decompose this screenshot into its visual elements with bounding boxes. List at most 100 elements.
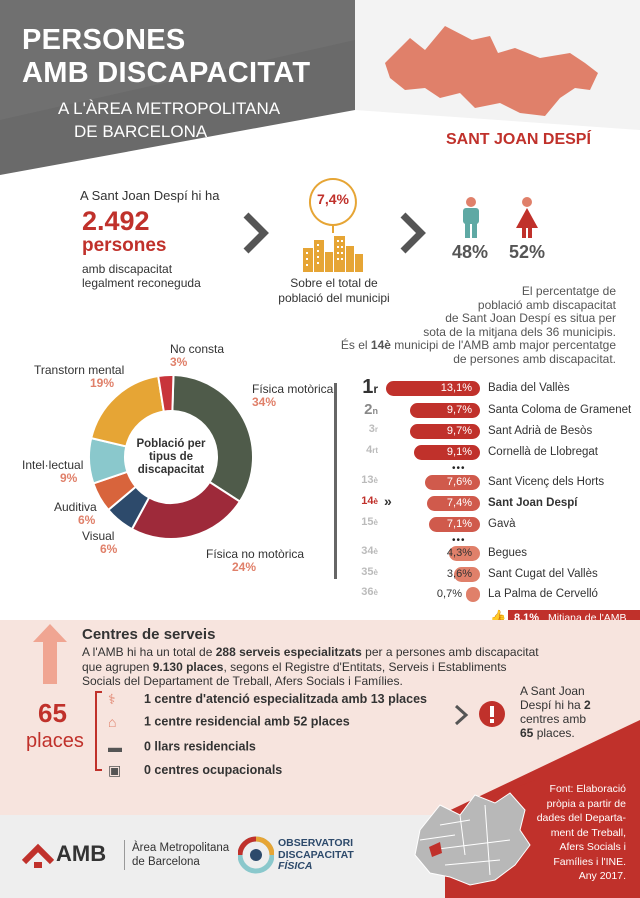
places-label: places [26, 730, 84, 752]
value-fisica-motorica: 34% [252, 395, 277, 409]
service-text-2: llars residencials [150, 739, 256, 754]
city-buildings-icon [303, 236, 363, 272]
rank-num-text-2: 3 [368, 423, 375, 435]
al4b: places. [533, 726, 575, 740]
summary-count-unit: persones [82, 235, 167, 256]
ranking-note-line-1: El percentatge de [521, 284, 616, 298]
rank-bar-4: 7,6% [425, 475, 480, 490]
summary-intro: A Sant Joan Despí hi ha [80, 188, 220, 203]
donut-center-label: Població per tipus de discapacitat [126, 438, 216, 477]
al2a: Despí hi ha [520, 698, 585, 712]
rank-bar-5: 7,4% [426, 496, 480, 511]
service-count-0: 1 [144, 691, 151, 706]
rank-suffix-5: è [373, 497, 378, 506]
rank-num-text-6: 15 [361, 516, 374, 528]
services-p2: que agrupen 9.130 places, segons el Regi… [82, 660, 539, 675]
services-heading: Centres de serveis [82, 626, 216, 643]
rn-pre: És el [340, 338, 371, 352]
rank-suffix-9: è [373, 588, 378, 597]
rank-number-9: 36è [340, 586, 378, 598]
rank-number-6: 15è [340, 516, 378, 528]
divider [334, 383, 337, 579]
rank-bar-9: 0,7% [437, 587, 480, 602]
al2b: 2 [584, 698, 591, 712]
rank-number-8: 35è [340, 566, 378, 578]
amb-name-1: Àrea Metropolitana [132, 842, 230, 854]
label-intellectual: Intel·lectual [22, 458, 84, 472]
rank-value-2: 9,7% [446, 425, 472, 437]
summary-count: 2.492 [82, 206, 150, 236]
rank-value-4: 7,6% [446, 476, 472, 488]
sp1b: 288 serveis especialitzats [215, 645, 362, 659]
rank-value-0: 13,1% [440, 382, 472, 394]
rank-name-4: Sant Vicenç dels Horts [488, 476, 605, 488]
sp2b: 9.130 places [152, 659, 224, 674]
rank-number-4: 13è [340, 474, 378, 486]
male-percent: 48% [452, 242, 489, 262]
source-line-2: dades del Departa- [536, 812, 626, 824]
briefcase-icon: ▣ [108, 762, 122, 778]
male-icon [463, 197, 479, 238]
value-transtorn: 19% [90, 376, 115, 390]
services-paragraph: A l'AMB hi ha un total de 288 serveis es… [82, 645, 539, 689]
source-line-5: Famílies i l'INE. [553, 855, 626, 868]
logo-divider [124, 840, 125, 870]
rank-number-7: 34è [340, 545, 378, 557]
rank-suffix-2: r [374, 425, 378, 434]
highlight-chevron-icon: » [384, 493, 392, 509]
rn-bold: 14è [370, 338, 391, 352]
rank-num-text-0: 1 [362, 376, 374, 398]
source-line-3: ment de Treball, [550, 826, 626, 839]
amb-name-2: de Barcelona [132, 856, 200, 868]
ranking-note-line-3: de Sant Joan Despí es situa per [445, 311, 616, 325]
municipality-name: SANT JOAN DESPÍ [446, 131, 591, 148]
rank-num-text-5: 14 [361, 495, 374, 507]
donut-center-line-1: Població per [136, 438, 206, 450]
value-intellectual: 9% [60, 471, 78, 485]
source-line-6: Any 2017. [578, 870, 626, 882]
rank-value-5: 7,4% [446, 497, 472, 509]
value-no-consta: 3% [170, 355, 188, 369]
chevron-right-icon-3 [454, 704, 469, 726]
female-percent: 52% [509, 242, 546, 262]
value-fisica-no-motorica: 24% [232, 560, 257, 574]
service-count-3: 0 [144, 762, 151, 777]
sp2c: , segons el Registre d'Entitats, Serveis… [223, 659, 507, 674]
ranking-note-line-6: de persones amb discapacitat. [453, 351, 616, 366]
service-count-2: 0 [144, 739, 151, 754]
amb-map [414, 792, 531, 886]
percent-desc-2: població del municipi [278, 291, 390, 305]
rank-number-3: 4rt [340, 444, 378, 456]
rank-name-9: La Palma de Cervelló [488, 588, 598, 600]
alert-line-2: Despí hi ha 2 [520, 698, 591, 712]
rn-post: municipi de l'AMB amb major percentatge [390, 338, 616, 352]
value-visual: 6% [100, 542, 118, 556]
rank-bar-8: 3,6% [447, 567, 480, 582]
rank-value-6: 7,1% [446, 518, 472, 530]
value-auditiva: 6% [78, 513, 96, 527]
observatori-logo-mark [238, 836, 274, 874]
sp2a: que agrupen [82, 659, 153, 674]
observatori-logo: OBSERVATORI DISCAPACITAT FÍSICA [278, 837, 354, 873]
rank-suffix-0: r [373, 382, 378, 396]
ranking-note-line-4: sota de la mitjana dels 36 municipis. [423, 324, 616, 339]
rank-suffix-3: rt [372, 446, 378, 455]
rank-name-1: Santa Coloma de Gramenet [488, 404, 632, 416]
rank-num-text-1: 2 [364, 401, 373, 418]
services-p1: A l'AMB hi ha un total de 288 serveis es… [82, 645, 539, 660]
rank-bar-3: 9,1% [414, 445, 480, 460]
sp1a: A l'AMB hi ha un total de [82, 645, 216, 659]
alert-icon [479, 701, 505, 727]
rank-suffix-7: è [373, 547, 378, 556]
chevron-right-icon [243, 212, 269, 254]
rank-bar-1: 9,7% [410, 403, 480, 418]
obs-line-2: DISCAPACITAT [278, 848, 354, 861]
service-places-1: 52 places [293, 714, 350, 729]
summary-desc-1: amb discapacitat [82, 262, 173, 276]
rank-name-2: Sant Adrià de Besòs [488, 425, 593, 437]
rank-name-8: Sant Cugat del Vallès [488, 568, 598, 580]
rank-value-8: 3,6% [446, 568, 472, 580]
obs-line-1: OBSERVATORI [278, 837, 354, 849]
rank-name-7: Begues [488, 547, 528, 559]
source-line-4: Afers Socials i [559, 841, 626, 853]
